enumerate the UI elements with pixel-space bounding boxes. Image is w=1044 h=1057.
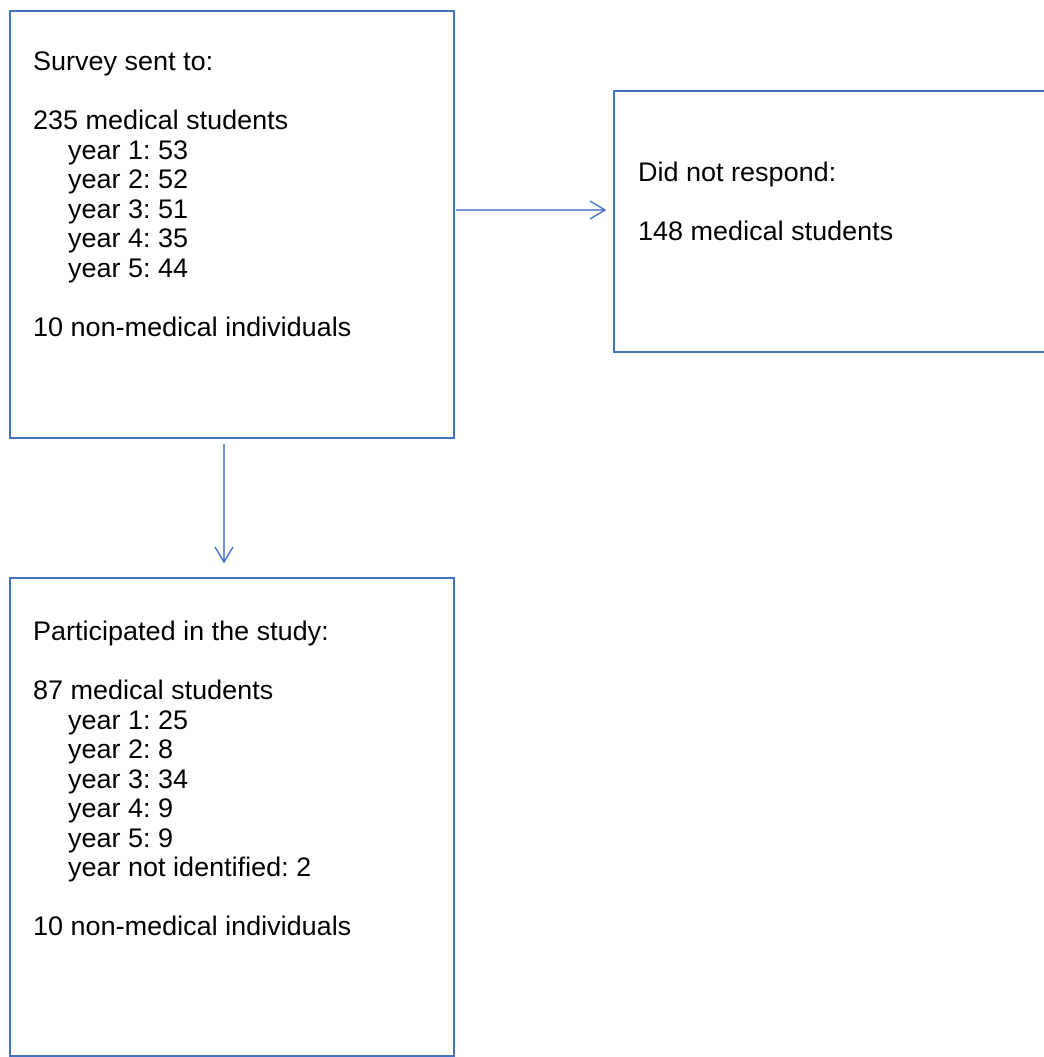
- participants-box: Participated in the study: 87 medical st…: [9, 577, 455, 1057]
- participants-heading: Participated in the study:: [33, 616, 329, 646]
- arrow-to-no-response: [456, 200, 607, 220]
- arrow-to-participants: [214, 444, 234, 564]
- survey-sent-text: Survey sent to: 235 medical students yea…: [33, 46, 352, 342]
- survey-sent-heading: Survey sent to:: [33, 46, 214, 76]
- no-response-heading: Did not respond:: [638, 157, 837, 187]
- survey-sent-year-5: year 5: 44: [68, 252, 189, 283]
- survey-sent-year-3: year 3: 51: [68, 193, 189, 224]
- participants-year-2: year 2: 8: [68, 734, 174, 764]
- participants-year-1: year 1: 25: [68, 704, 189, 735]
- participants-text: Participated in the study: 87 medical st…: [33, 616, 352, 942]
- survey-sent-non-medical: 10 non-medical individuals: [33, 311, 352, 342]
- survey-sent-year-4: year 4: 35: [68, 223, 189, 253]
- participants-group-title: 87 medical students: [33, 675, 274, 705]
- participants-year-5: year 5: 9: [68, 822, 174, 853]
- no-response-text: Did not respond: 148 medical students: [638, 157, 894, 247]
- survey-sent-year-2: year 2: 52: [68, 164, 189, 194]
- no-response-count: 148 medical students: [638, 216, 894, 246]
- participants-non-medical: 10 non-medical individuals: [33, 911, 352, 941]
- survey-sent-year-1: year 1: 53: [68, 134, 189, 165]
- no-response-box: Did not respond: 148 medical students: [613, 90, 1044, 353]
- survey-sent-group-title: 235 medical students: [33, 105, 289, 135]
- participants-year-4: year 4: 9: [68, 793, 174, 823]
- participants-year-3: year 3: 34: [68, 763, 189, 794]
- survey-sent-box: Survey sent to: 235 medical students yea…: [9, 10, 455, 439]
- participants-year-not-identified: year not identified: 2: [68, 852, 312, 882]
